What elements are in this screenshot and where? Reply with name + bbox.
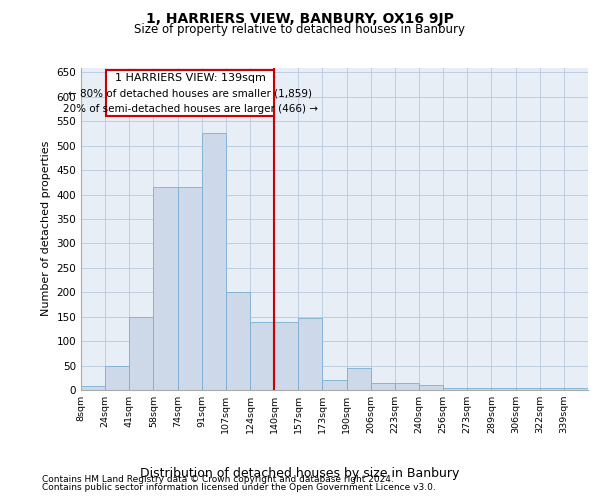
Bar: [564, 388, 588, 390]
Bar: [515, 388, 540, 390]
Bar: [395, 382, 419, 390]
Bar: [491, 388, 515, 390]
Bar: [250, 322, 274, 390]
Text: 1, HARRIERS VIEW, BANBURY, OX16 9JP: 1, HARRIERS VIEW, BANBURY, OX16 9JP: [146, 12, 454, 26]
Bar: [226, 292, 250, 390]
Bar: [298, 318, 322, 390]
FancyBboxPatch shape: [106, 70, 274, 116]
Bar: [467, 388, 491, 390]
Text: ← 80% of detached houses are smaller (1,859): ← 80% of detached houses are smaller (1,…: [68, 88, 312, 98]
Text: Distribution of detached houses by size in Banbury: Distribution of detached houses by size …: [140, 468, 460, 480]
Text: 20% of semi-detached houses are larger (466) →: 20% of semi-detached houses are larger (…: [63, 104, 318, 114]
Bar: [322, 380, 347, 390]
Bar: [81, 386, 105, 390]
Y-axis label: Number of detached properties: Number of detached properties: [41, 141, 51, 316]
Bar: [371, 382, 395, 390]
Bar: [419, 385, 443, 390]
Text: Contains public sector information licensed under the Open Government Licence v3: Contains public sector information licen…: [42, 483, 436, 492]
Text: Size of property relative to detached houses in Banbury: Size of property relative to detached ho…: [134, 22, 466, 36]
Bar: [202, 134, 226, 390]
Text: 1 HARRIERS VIEW: 139sqm: 1 HARRIERS VIEW: 139sqm: [115, 72, 266, 83]
Bar: [540, 388, 564, 390]
Bar: [154, 187, 178, 390]
Bar: [105, 366, 129, 390]
Text: Contains HM Land Registry data © Crown copyright and database right 2024.: Contains HM Land Registry data © Crown c…: [42, 475, 394, 484]
Bar: [443, 388, 467, 390]
Bar: [274, 322, 298, 390]
Bar: [178, 187, 202, 390]
Bar: [347, 368, 371, 390]
Bar: [129, 316, 154, 390]
